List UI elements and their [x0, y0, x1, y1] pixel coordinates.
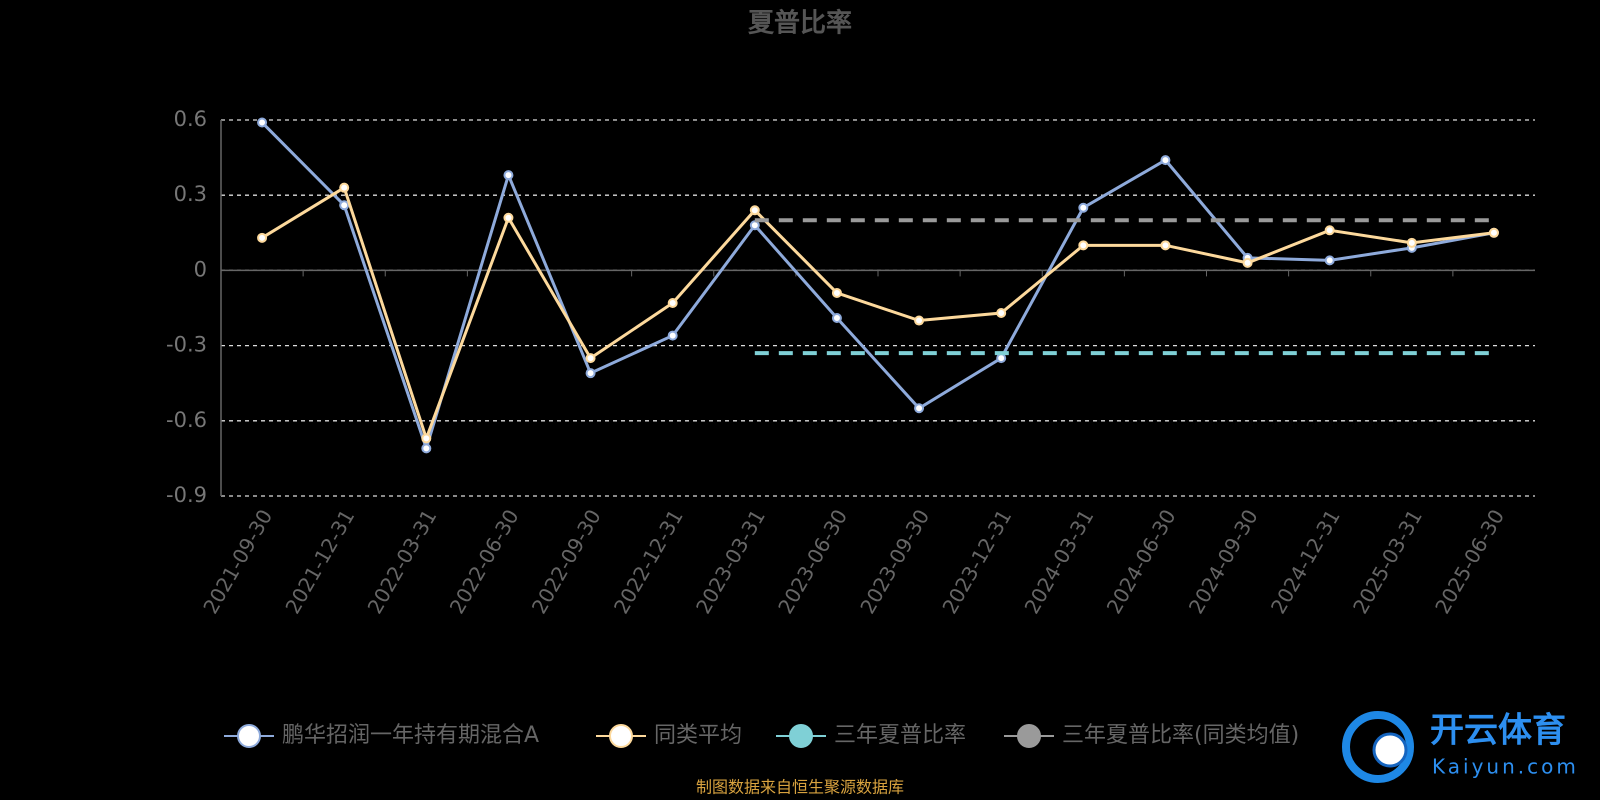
y-tick-label: 0.6 [174, 107, 207, 131]
legend-item: 鹏华招润一年持有期混合A [224, 723, 539, 748]
point [996, 308, 1007, 319]
legend-label: 同类平均 [654, 723, 742, 748]
point [503, 212, 514, 223]
point [421, 443, 432, 454]
point [914, 403, 925, 414]
legend-label: 三年夏普比率(同类均值) [1062, 723, 1299, 748]
point [339, 200, 350, 211]
y-tick-label: -0.3 [166, 333, 207, 357]
legend-item: 同类平均 [596, 723, 742, 748]
point [1406, 237, 1417, 248]
source-note: 制图数据来自恒生聚源数据库 [696, 778, 904, 797]
point [749, 205, 760, 216]
point [339, 182, 350, 193]
point [421, 433, 432, 444]
series-line [261, 185, 1495, 443]
point [749, 220, 760, 231]
point [1242, 257, 1253, 268]
point [996, 353, 1007, 364]
y-tick-label: -0.6 [166, 408, 207, 432]
legend-marker [609, 724, 633, 748]
point [914, 315, 925, 326]
watermark: 开云体育 Kaiyun.com [1342, 711, 1579, 783]
y-tick-label: 0.3 [174, 182, 207, 206]
point [831, 287, 842, 298]
point [667, 297, 678, 308]
point [503, 170, 514, 181]
point [257, 117, 268, 128]
chart-title: 夏普比率 [748, 8, 852, 39]
point [1488, 227, 1499, 238]
legend-label: 三年夏普比率 [834, 723, 966, 748]
legend-label: 鹏华招润一年持有期混合A [282, 723, 539, 748]
legend-item: 三年夏普比率(同类均值) [1004, 723, 1299, 748]
legend-item: 三年夏普比率 [776, 723, 966, 748]
legend-marker [1017, 724, 1041, 748]
point [257, 232, 268, 243]
point [1160, 240, 1171, 251]
series-line [260, 121, 1495, 454]
point [1324, 255, 1335, 266]
legend-marker [237, 724, 261, 748]
y-tick-label: -0.9 [166, 483, 207, 507]
point [1078, 240, 1089, 251]
point [1078, 202, 1089, 213]
watermark-url: Kaiyun.com [1432, 755, 1579, 779]
watermark-logo [1342, 711, 1414, 783]
watermark-ball [1372, 732, 1408, 768]
point [1324, 225, 1335, 236]
point [1160, 155, 1171, 166]
point [585, 353, 596, 364]
legend-marker [789, 724, 813, 748]
point [667, 330, 678, 341]
y-tick-label: 0 [194, 257, 207, 281]
point [831, 313, 842, 324]
point [585, 368, 596, 379]
watermark-name: 开云体育 [1430, 711, 1566, 751]
